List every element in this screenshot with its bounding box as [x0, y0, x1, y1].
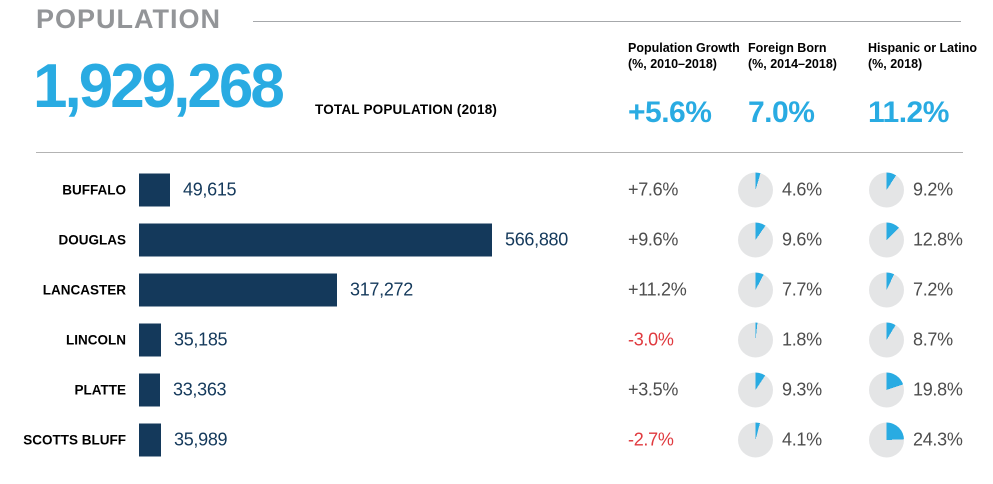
foreign-born-pie: [738, 422, 773, 458]
foreign-born-value: 4.6%: [782, 179, 822, 200]
growth-value: +9.6%: [628, 229, 679, 250]
summary-foreign-born-value: 7.0%: [748, 96, 815, 129]
county-row: PLATTE 33,363 +3.5% 9.3% 19.8%: [0, 365, 993, 415]
county-row: LANCASTER 317,272 +11.2% 7.7% 7.2%: [0, 265, 993, 315]
hispanic-pie: [869, 372, 904, 408]
growth-value: -3.0%: [628, 329, 674, 350]
population-value: 33,363: [173, 379, 227, 400]
column-header-foreign-born-line2: (%, 2014–2018): [748, 57, 837, 71]
column-header-foreign-born: Foreign Born (%, 2014–2018): [748, 40, 868, 72]
county-label: PLATTE: [74, 382, 127, 398]
column-population-growth: Population Growth (%, 2010–2018) +5.6%: [628, 40, 748, 129]
population-bar: [139, 373, 160, 407]
total-population-label: TOTAL POPULATION (2018): [315, 102, 498, 117]
hispanic-pie: [869, 222, 904, 258]
county-label: LINCOLN: [66, 332, 126, 348]
population-bar: [139, 423, 161, 457]
county-row: LINCOLN 35,185 -3.0% 1.8% 8.7%: [0, 315, 993, 365]
county-label: BUFFALO: [62, 182, 126, 198]
foreign-born-value: 9.6%: [782, 229, 822, 250]
page-title: POPULATION: [36, 4, 221, 34]
hispanic-pie: [869, 322, 904, 358]
column-header-growth-line2: (%, 2010–2018): [628, 57, 717, 71]
title-rule: [253, 21, 961, 22]
foreign-born-pie: [738, 272, 773, 308]
summary-hispanic-value: 11.2%: [868, 96, 949, 129]
foreign-born-value: 1.8%: [782, 329, 822, 350]
foreign-born-pie: [738, 372, 773, 408]
county-label: SCOTTS BLUFF: [23, 432, 126, 448]
growth-value: +3.5%: [628, 379, 679, 400]
population-value: 35,185: [174, 329, 228, 350]
population-bar: [139, 323, 161, 357]
hispanic-pie: [869, 422, 904, 458]
foreign-born-pie: [738, 222, 773, 258]
hispanic-value: 9.2%: [913, 179, 953, 200]
column-header-growth-line1: Population Growth: [628, 41, 740, 55]
growth-value: +11.2%: [628, 279, 687, 300]
foreign-born-value: 4.1%: [782, 429, 822, 450]
column-header-foreign-born-line1: Foreign Born: [748, 41, 827, 55]
population-value: 566,880: [505, 229, 568, 250]
population-bar: [139, 173, 170, 207]
growth-value: +7.6%: [628, 179, 679, 200]
foreign-born-pie: [738, 322, 773, 358]
hispanic-value: 19.8%: [913, 379, 963, 400]
population-value: 49,615: [183, 179, 237, 200]
population-value: 317,272: [350, 279, 413, 300]
column-foreign-born: Foreign Born (%, 2014–2018) 7.0%: [748, 40, 868, 129]
summary-growth-value: +5.6%: [628, 96, 712, 129]
population-value: 35,989: [174, 429, 228, 450]
column-hispanic: Hispanic or Latino (%, 2018) 11.2%: [868, 40, 988, 129]
county-row: SCOTTS BLUFF 35,989 -2.7% 4.1% 24.3%: [0, 415, 993, 465]
growth-value: -2.7%: [628, 429, 674, 450]
foreign-born-value: 9.3%: [782, 379, 822, 400]
column-header-growth: Population Growth (%, 2010–2018): [628, 40, 748, 72]
population-bar: [139, 223, 492, 257]
column-header-hispanic-line2: (%, 2018): [868, 57, 923, 71]
total-population-value: 1,929,268: [33, 52, 285, 121]
county-row: DOUGLAS 566,880 +9.6% 9.6% 12.8%: [0, 215, 993, 265]
foreign-born-pie: [738, 172, 773, 208]
county-label: LANCASTER: [42, 282, 126, 298]
hispanic-value: 12.8%: [913, 229, 963, 250]
county-row: BUFFALO 49,615 +7.6% 4.6% 9.2%: [0, 165, 993, 215]
header-divider: [36, 152, 963, 153]
column-header-hispanic-line1: Hispanic or Latino: [868, 41, 978, 55]
hispanic-value: 7.2%: [913, 279, 953, 300]
hispanic-pie: [869, 172, 904, 208]
county-label: DOUGLAS: [58, 232, 127, 248]
hispanic-pie: [869, 272, 904, 308]
hispanic-value: 8.7%: [913, 329, 953, 350]
foreign-born-value: 7.7%: [782, 279, 822, 300]
column-header-hispanic: Hispanic or Latino (%, 2018): [868, 40, 988, 72]
hispanic-value: 24.3%: [913, 429, 963, 450]
population-bar: [139, 273, 337, 307]
